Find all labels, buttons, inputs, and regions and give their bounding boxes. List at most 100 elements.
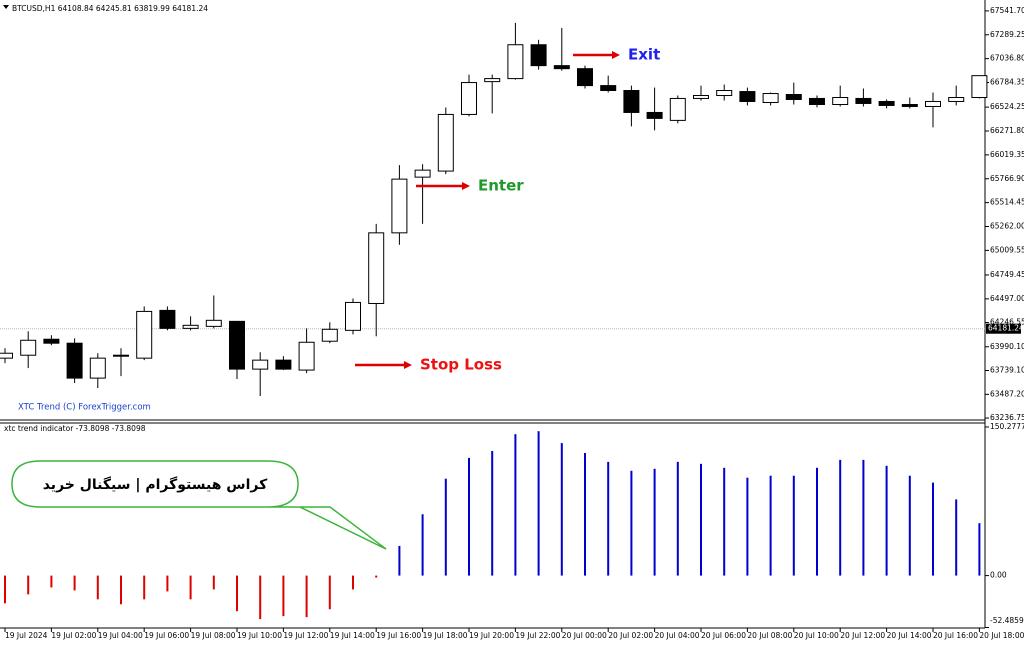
candle-body xyxy=(345,301,361,331)
x-tick-label: 20 Jul 06:00 xyxy=(701,631,746,640)
x-tick-label: 20 Jul 18:00 xyxy=(979,631,1024,640)
annotation: Stop Loss xyxy=(420,356,502,374)
histogram-bar xyxy=(630,470,633,576)
histogram-bar xyxy=(375,575,378,578)
histogram-bar xyxy=(839,459,842,576)
x-tick-label: 20 Jul 00:00 xyxy=(562,631,607,640)
indicator-title: xtc trend indicator -73.8098 -73.8098 xyxy=(4,424,146,433)
y-tick-label: 63236.75 xyxy=(990,413,1024,422)
candle-body xyxy=(971,75,988,99)
x-tick-label: 19 Jul 04:00 xyxy=(98,631,143,640)
y-tick-label: 63487.20 xyxy=(990,389,1024,398)
x-tick-label: 20 Jul 10:00 xyxy=(794,631,839,640)
price-label-box xyxy=(986,323,1021,334)
histogram-bar xyxy=(305,575,308,618)
annotation: Exit xyxy=(628,46,660,64)
candle-body xyxy=(646,111,663,119)
candle-body xyxy=(716,90,733,97)
candle-body xyxy=(577,68,593,87)
y-tick-label: 150.2777 xyxy=(990,422,1024,431)
candle-body xyxy=(43,338,60,344)
candle-body xyxy=(553,65,570,70)
candle-body xyxy=(809,97,825,106)
y-tick-label: 66271.80 xyxy=(990,126,1024,135)
callout-bubble xyxy=(11,460,387,550)
histogram-bar xyxy=(885,465,888,576)
histogram-bar xyxy=(4,575,6,604)
candle-body xyxy=(925,100,941,107)
histogram-bar xyxy=(653,468,656,576)
x-tick-label: 19 Jul 06:00 xyxy=(144,631,189,640)
histogram-bar xyxy=(166,575,169,592)
x-tick-label: 20 Jul 14:00 xyxy=(887,631,932,640)
y-tick-label: 65766.90 xyxy=(990,174,1024,183)
candle-body xyxy=(113,354,129,357)
candle-body xyxy=(507,44,524,80)
y-tick-label: 63990.10 xyxy=(990,342,1024,351)
histogram-bar xyxy=(189,575,192,600)
histogram-bar xyxy=(259,575,262,620)
histogram-bar xyxy=(746,477,749,576)
y-tick-label: 65009.55 xyxy=(990,245,1024,254)
histogram-bar xyxy=(514,434,517,576)
x-tick-label: 19 Jul 18:00 xyxy=(423,631,468,640)
candle-body xyxy=(66,342,83,379)
candle-body xyxy=(669,97,686,121)
histogram-bar xyxy=(676,461,679,576)
histogram-bar xyxy=(978,523,981,576)
candle-body xyxy=(275,359,292,370)
y-tick-label: 0.00 xyxy=(990,571,1007,580)
annotation-arrowhead xyxy=(612,51,620,59)
x-tick-label: 20 Jul 08:00 xyxy=(747,631,792,640)
candle-body xyxy=(693,95,709,99)
histogram-bar xyxy=(862,459,865,576)
candle-body xyxy=(600,85,617,92)
histogram-bar xyxy=(328,575,331,610)
histogram-bar xyxy=(816,467,818,576)
candle-body xyxy=(89,357,106,379)
candle-body xyxy=(368,232,385,304)
histogram-bar xyxy=(27,575,30,595)
y-tick-label: 66784.35 xyxy=(990,78,1024,87)
y-tick-label: 64246.55 xyxy=(990,318,1024,327)
x-tick-label: 19 Jul 02:00 xyxy=(51,631,96,640)
y-tick-label: 66019.35 xyxy=(990,150,1024,159)
y-tick-label: -52.4859 xyxy=(990,616,1024,625)
histogram-bar xyxy=(50,575,53,588)
x-tick-label: 20 Jul 02:00 xyxy=(608,631,653,640)
histogram-bar xyxy=(212,575,215,590)
annotation: Enter xyxy=(478,177,524,195)
histogram-bar xyxy=(932,482,934,576)
candle-body xyxy=(182,324,199,329)
histogram-bar xyxy=(96,575,99,600)
histogram-bar xyxy=(491,450,494,576)
candle-body xyxy=(948,97,965,102)
candle-body xyxy=(414,169,431,178)
candle-body xyxy=(205,319,222,327)
histogram-bar xyxy=(560,443,563,576)
histogram-bar xyxy=(908,475,911,576)
histogram-bar xyxy=(769,475,772,576)
x-tick-label: 19 Jul 16:00 xyxy=(376,631,421,640)
y-tick-label: 65262.00 xyxy=(990,222,1024,231)
x-tick-label: 19 Jul 14:00 xyxy=(330,631,375,640)
price-label: 64181.24 xyxy=(988,324,1024,333)
candle-body xyxy=(0,352,13,359)
y-tick-label: 67289.25 xyxy=(990,30,1024,39)
y-tick-label: 66524.25 xyxy=(990,102,1024,111)
candle-body xyxy=(762,93,779,104)
candle-body xyxy=(321,328,338,342)
histogram-bar xyxy=(955,499,958,576)
callout-text: کراس هیستوگرام | سیگنال خرید xyxy=(43,476,268,493)
x-tick-label: 19 Jul 10:00 xyxy=(237,631,282,640)
candle-body xyxy=(878,100,895,106)
candle-body xyxy=(437,113,454,172)
candle-body xyxy=(229,320,245,370)
callout: کراس هیستوگرام | سیگنال خرید xyxy=(11,460,387,550)
x-tick-label: 20 Jul 04:00 xyxy=(655,631,700,640)
histogram-bar xyxy=(398,545,401,576)
histogram-bar xyxy=(236,575,238,612)
y-tick-label: 65514.45 xyxy=(990,198,1024,207)
menu-triangle[interactable] xyxy=(3,5,9,9)
y-tick-label: 64497.00 xyxy=(990,294,1024,303)
